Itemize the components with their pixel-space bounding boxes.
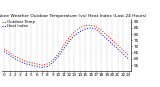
Legend: Outdoor Temp, Heat Index: Outdoor Temp, Heat Index (2, 19, 36, 29)
Title: Milwaukee Weather Outdoor Temperature (vs) Heat Index (Last 24 Hours): Milwaukee Weather Outdoor Temperature (v… (0, 14, 147, 18)
